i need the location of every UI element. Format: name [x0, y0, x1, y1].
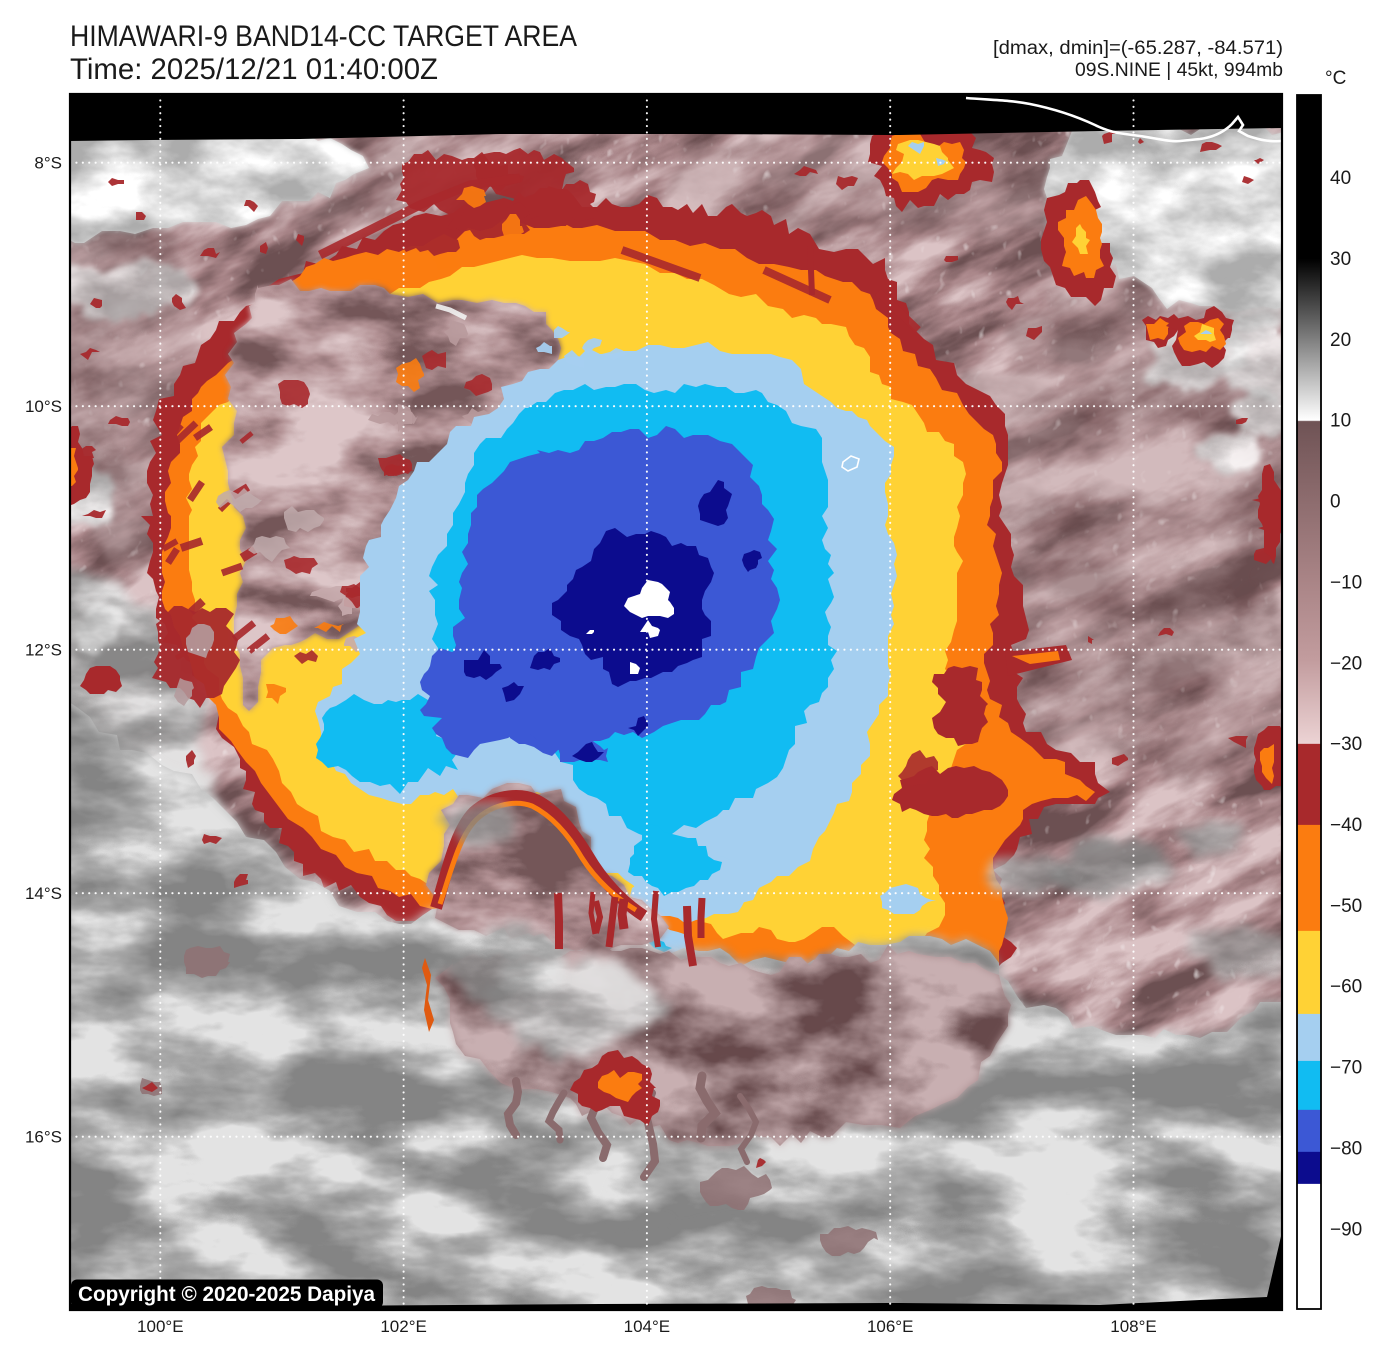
svg-text:102°E: 102°E: [380, 1317, 427, 1336]
svg-text:14°S: 14°S: [25, 884, 62, 903]
svg-text:09S.NINE | 45kt, 994mb: 09S.NINE | 45kt, 994mb: [1075, 60, 1283, 81]
svg-text:−40: −40: [1330, 815, 1362, 836]
svg-text:Time: 2025/12/21 01:40:00Z: Time: 2025/12/21 01:40:00Z: [70, 53, 438, 86]
svg-text:10: 10: [1330, 411, 1351, 432]
svg-text:−30: −30: [1330, 734, 1362, 755]
svg-text:−20: −20: [1330, 653, 1362, 674]
svg-text:0: 0: [1330, 492, 1341, 513]
svg-text:106°E: 106°E: [867, 1317, 914, 1336]
svg-text:−90: −90: [1330, 1219, 1362, 1240]
svg-text:°C: °C: [1325, 68, 1346, 89]
svg-text:−80: −80: [1330, 1138, 1362, 1159]
svg-text:30: 30: [1330, 249, 1351, 270]
svg-text:10°S: 10°S: [25, 397, 62, 416]
svg-text:8°S: 8°S: [34, 154, 62, 173]
svg-text:12°S: 12°S: [25, 641, 62, 660]
svg-text:−10: −10: [1330, 572, 1362, 593]
svg-text:−70: −70: [1330, 1058, 1362, 1079]
svg-text:100°E: 100°E: [137, 1317, 184, 1336]
svg-text:−60: −60: [1330, 977, 1362, 998]
svg-text:Copyright © 2020-2025 Dapiya: Copyright © 2020-2025 Dapiya: [78, 1283, 375, 1306]
svg-text:[dmax, dmin]=(-65.287, -84.571: [dmax, dmin]=(-65.287, -84.571): [993, 38, 1283, 59]
svg-text:104°E: 104°E: [624, 1317, 671, 1336]
svg-text:20: 20: [1330, 330, 1351, 351]
svg-text:108°E: 108°E: [1110, 1317, 1157, 1336]
svg-text:40: 40: [1330, 168, 1351, 189]
svg-text:HIMAWARI-9 BAND14-CC TARGET AR: HIMAWARI-9 BAND14-CC TARGET AREA: [70, 20, 577, 53]
svg-text:−50: −50: [1330, 896, 1362, 917]
svg-text:16°S: 16°S: [25, 1128, 62, 1147]
